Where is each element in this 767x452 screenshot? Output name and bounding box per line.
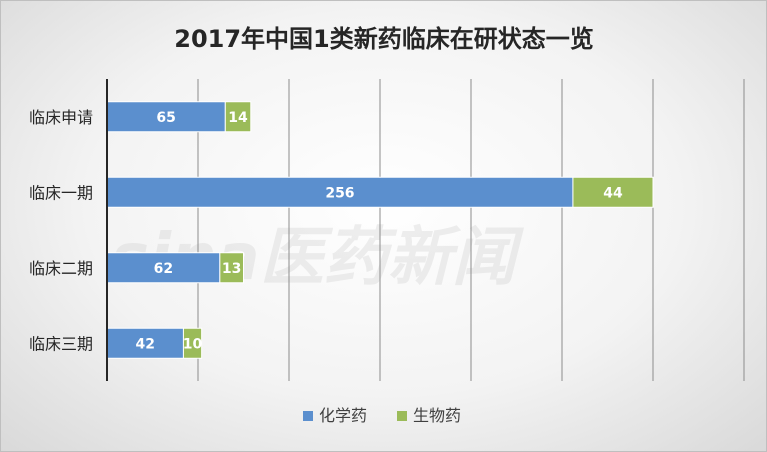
legend-label: 化学药 [319, 406, 367, 425]
data-label: 13 [222, 261, 241, 277]
data-labels: 65 14 256 44 62 13 42 10 [135, 110, 622, 353]
data-label: 10 [183, 336, 203, 352]
bar-biological [182, 327, 203, 359]
bar-biological [224, 101, 252, 133]
legend: 化学药 生物药 [303, 406, 461, 425]
bar-biological [219, 252, 244, 284]
chart-title: 2017年中国1类新药临床在研状态一览 [174, 25, 594, 53]
data-label: 44 [603, 185, 623, 201]
data-label: 65 [156, 110, 175, 126]
legend-swatch-chemical [303, 411, 313, 421]
category-label: 临床三期 [29, 334, 93, 353]
data-label: 42 [135, 336, 154, 352]
category-label: 临床二期 [29, 259, 93, 278]
data-label: 62 [154, 261, 173, 277]
data-label: 14 [228, 110, 248, 126]
data-label: 256 [325, 185, 354, 201]
category-label: 临床一期 [29, 183, 93, 202]
category-label: 临床申请 [29, 108, 93, 127]
legend-swatch-biological [397, 411, 407, 421]
bars [106, 101, 654, 359]
legend-label: 生物药 [413, 406, 461, 425]
bar-biological [572, 176, 654, 208]
